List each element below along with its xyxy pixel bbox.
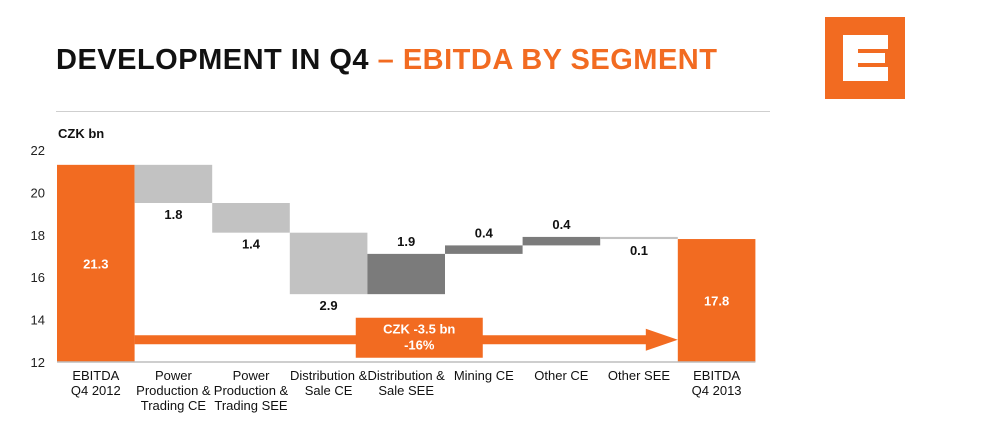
title-divider <box>56 111 770 112</box>
data-label: 17.8 <box>704 294 729 309</box>
title-subtitle: EBITDA BY SEGMENT <box>402 44 718 76</box>
annotation-text: -16% <box>404 338 435 353</box>
title-separator: – <box>377 44 395 76</box>
bar-5 <box>445 245 523 254</box>
x-tick-label: Distribution & Sale SEE <box>368 368 446 398</box>
data-label: 0.4 <box>475 225 494 240</box>
x-tick-label: Other CE <box>534 368 589 383</box>
arrow-head <box>645 328 678 351</box>
bar-4 <box>367 253 445 295</box>
bar-6 <box>522 236 601 246</box>
x-tick-label: EBITDA Q4 2012 <box>71 368 121 398</box>
x-tick-label: Power Production & Trading CE <box>136 368 211 413</box>
y-tick-label: 16 <box>31 270 45 285</box>
data-label: 2.9 <box>320 298 338 313</box>
x-tick-label: Distribution & Sale CE <box>290 368 368 398</box>
annotation-box <box>355 317 483 358</box>
y-tick-label: 20 <box>31 185 45 200</box>
y-axis-unit-label: CZK bn <box>58 126 105 141</box>
bar-0 <box>57 164 135 362</box>
bar-3 <box>289 232 368 295</box>
bar-1 <box>134 164 213 203</box>
cez-logo <box>825 17 905 99</box>
title-main: DEVELOPMENT IN Q4 <box>56 44 370 76</box>
y-tick-label: 14 <box>31 313 45 328</box>
x-tick-label: Other SEE <box>608 368 670 383</box>
data-label: 21.3 <box>83 256 108 271</box>
annotation-text: CZK -3.5 bn <box>383 322 455 337</box>
data-label: 1.8 <box>164 207 182 222</box>
data-label: 1.4 <box>242 237 261 252</box>
y-tick-label: 12 <box>31 355 45 370</box>
y-tick-label: 18 <box>31 228 45 243</box>
x-tick-label: Mining CE <box>454 368 514 383</box>
bar-7 <box>600 236 678 240</box>
bar-8 <box>677 239 756 362</box>
data-label: 0.1 <box>630 243 648 258</box>
logo-glyph <box>843 35 888 81</box>
data-label: 1.9 <box>397 234 415 249</box>
y-tick-label: 22 <box>31 143 45 158</box>
bar-2 <box>212 203 290 233</box>
x-tick-label: EBITDA Q4 2013 <box>692 368 742 398</box>
page-title: DEVELOPMENT IN Q4 – EBITDA BY SEGMENT <box>56 44 717 77</box>
x-tick-label: Power Production & Trading SEE <box>214 368 289 413</box>
data-label: 0.4 <box>552 217 571 232</box>
